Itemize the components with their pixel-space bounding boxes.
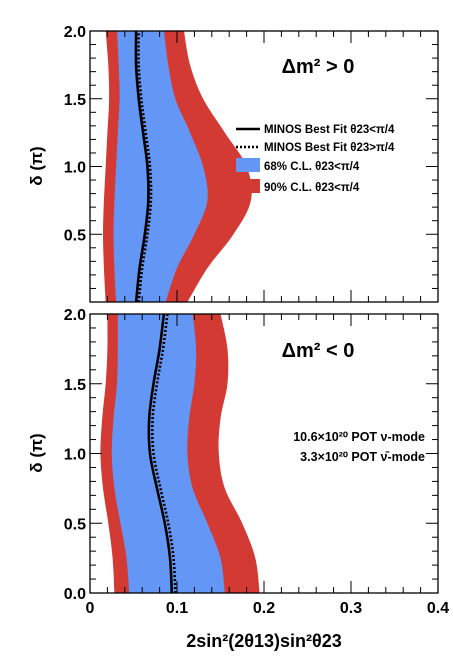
- bands-top: [103, 31, 252, 302]
- y-tick-label: 2.0: [64, 24, 86, 41]
- ticks-bottom: [89, 313, 439, 594]
- band-top-68-c-l-23-4: [113, 31, 208, 302]
- ytick-labels-bottom: 0.0 0.5 1.0 1.5 2.0: [64, 307, 86, 603]
- line-top-minos-best-fit-23-4: [137, 31, 153, 302]
- y-axis-label-top: δ (π): [27, 146, 46, 185]
- legend-label-68cl: 68% C.L. θ23<π/4: [264, 161, 360, 173]
- panel-top: 0.5 1.0 1.5 2.0 δ (π) Δm² > 0 MINOS Best Fi…: [27, 24, 439, 303]
- y-tick-label: 0.5: [64, 227, 86, 244]
- x-tick-label: 0.4: [427, 600, 449, 617]
- x-tick-label: 0.3: [340, 600, 362, 617]
- annotation-bottom: Δm² < 0: [282, 340, 355, 362]
- line-top-minos-best-fit-23-4: [134, 31, 150, 302]
- y-tick-label: 2.0: [64, 307, 86, 324]
- exposure-note-nu: 10.6×10²⁰ POT ν-mode: [293, 430, 425, 444]
- x-tick-label: 0.1: [166, 600, 188, 617]
- y-axis-label-bottom: δ (π): [27, 433, 46, 472]
- exposure-note-nubar: 3.3×10²⁰ POT ν̄-mode: [300, 450, 425, 464]
- line-bottom-minos-best-fit-23-4: [147, 314, 174, 593]
- legend-label-solid: MINOS Best Fit θ23<π/4: [264, 124, 395, 136]
- x-tick-label: 0.2: [253, 600, 275, 617]
- legend-label-dotted: MINOS Best Fit θ23>π/4: [264, 142, 395, 154]
- legend-swatch-68cl: [236, 158, 260, 172]
- y-tick-label: 1.5: [64, 92, 86, 109]
- line-bottom-minos-best-fit-23-4: [151, 314, 177, 593]
- y-tick-label: 0.5: [64, 516, 86, 533]
- xtick-labels-bottom: 0 0.1 0.2 0.3 0.4: [86, 600, 450, 617]
- y-tick-label: 0.0: [64, 586, 86, 603]
- annotation-top: Δm² > 0: [282, 56, 355, 78]
- legend-swatch-90cl: [236, 179, 260, 193]
- y-tick-label: 1.5: [64, 377, 86, 394]
- x-axis-label: 2sin²(2θ13)sin²θ23: [186, 631, 342, 651]
- legend-label-90cl: 90% C.L. θ23<π/4: [264, 182, 360, 194]
- y-tick-label: 1.0: [64, 160, 86, 177]
- bands-bottom: [100, 314, 260, 593]
- legend: MINOS Best Fit θ23<π/4 MINOS Best Fit θ2…: [236, 124, 395, 194]
- band-bottom-68-c-l-23-4: [111, 314, 225, 593]
- x-tick-label: 0: [86, 600, 95, 617]
- ticks-top: [89, 30, 439, 303]
- ytick-labels-top: 0.5 1.0 1.5 2.0: [64, 24, 86, 244]
- panel-bottom: 0.0 0.5 1.0 1.5 2.0 0 0.1 0.2 0.3 0.4 δ (π) Δm² …: [27, 307, 449, 651]
- y-tick-label: 1.0: [64, 447, 86, 464]
